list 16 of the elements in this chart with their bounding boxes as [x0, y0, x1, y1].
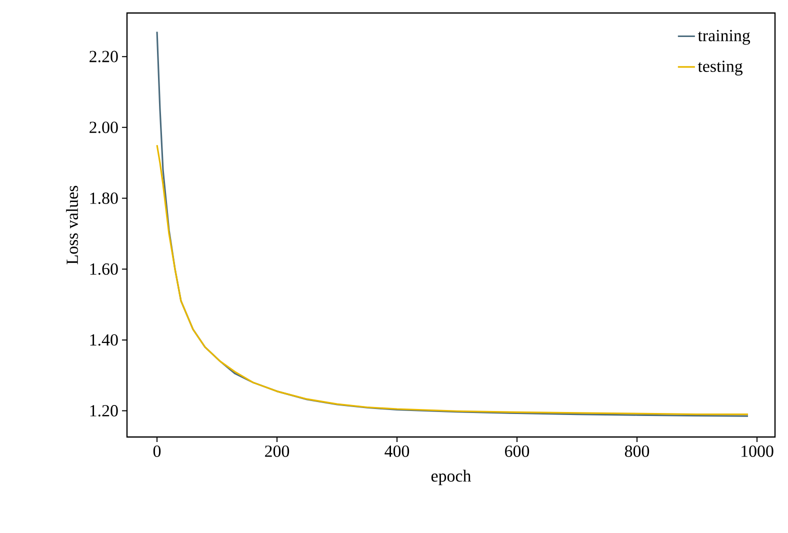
y-axis-title: Loss values	[66, 186, 78, 264]
y-tick-label: 1.80	[90, 192, 118, 204]
y-tick-label: 2.20	[90, 50, 118, 62]
legend-label: testing	[698, 60, 743, 76]
y-tick-label: 1.40	[90, 334, 118, 346]
x-axis-title: epoch	[431, 470, 472, 486]
x-tick-label: 0	[153, 446, 161, 457]
x-tick-label: 800	[624, 446, 650, 457]
x-tick-label: 400	[384, 446, 410, 457]
legend-label: training	[698, 30, 750, 45]
x-tick-label: 600	[505, 446, 530, 457]
y-tick-label: 1.20	[90, 405, 118, 417]
y-tick-label: 2.00	[90, 122, 118, 134]
x-tick-label: 200	[265, 446, 290, 457]
y-tick-label: 1.60	[90, 263, 118, 275]
x-tick-label: 1000	[742, 446, 774, 457]
